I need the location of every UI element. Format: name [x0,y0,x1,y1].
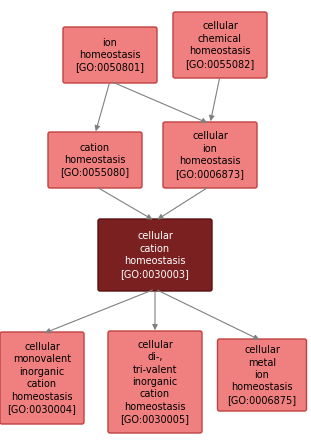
Text: ion
homeostasis
[GO:0050801]: ion homeostasis [GO:0050801] [76,37,145,72]
FancyBboxPatch shape [163,122,257,188]
Text: cellular
metal
ion
homeostasis
[GO:0006875]: cellular metal ion homeostasis [GO:00068… [227,345,297,405]
FancyBboxPatch shape [217,339,307,411]
FancyBboxPatch shape [108,331,202,433]
Text: cellular
ion
homeostasis
[GO:0006873]: cellular ion homeostasis [GO:0006873] [175,132,244,178]
Text: cellular
di-,
tri-valent
inorganic
cation
homeostasis
[GO:0030005]: cellular di-, tri-valent inorganic catio… [120,340,189,424]
Text: cellular
cation
homeostasis
[GO:0030003]: cellular cation homeostasis [GO:0030003] [121,231,189,279]
FancyBboxPatch shape [63,27,157,83]
Text: cellular
chemical
homeostasis
[GO:0055082]: cellular chemical homeostasis [GO:005508… [185,21,255,69]
FancyBboxPatch shape [173,12,267,78]
FancyBboxPatch shape [98,219,212,291]
FancyBboxPatch shape [48,132,142,188]
Text: cellular
monovalent
inorganic
cation
homeostasis
[GO:0030004]: cellular monovalent inorganic cation hom… [7,342,77,414]
FancyBboxPatch shape [0,332,84,424]
Text: cation
homeostasis
[GO:0055080]: cation homeostasis [GO:0055080] [60,143,130,178]
